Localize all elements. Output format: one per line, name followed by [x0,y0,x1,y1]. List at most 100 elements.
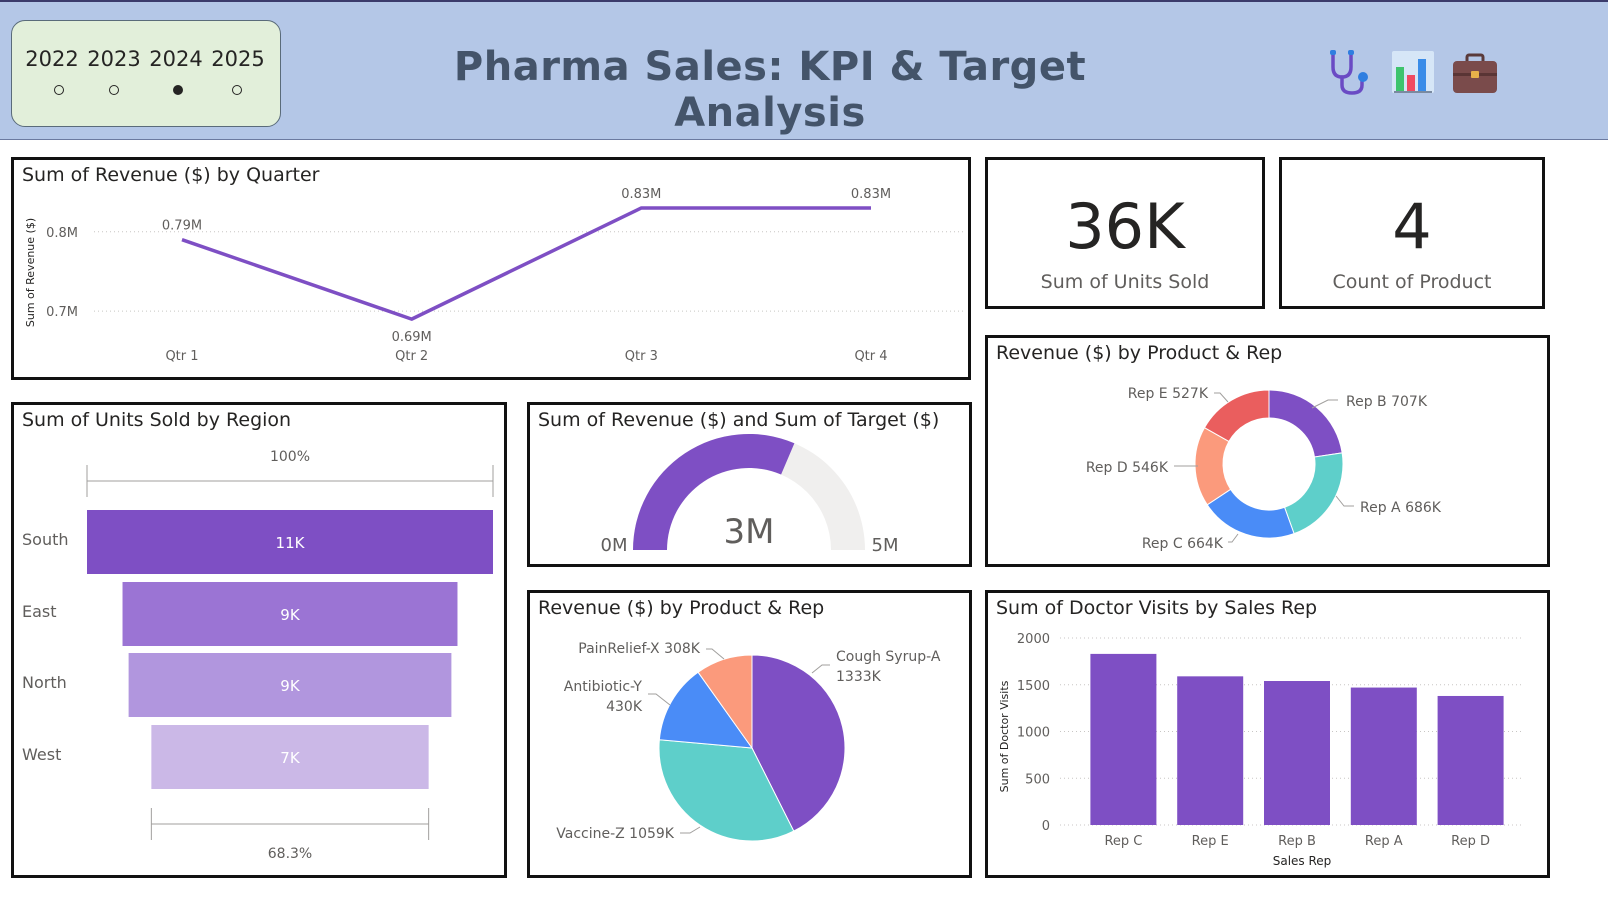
data-label: 7K [280,749,301,767]
bar [1177,676,1244,825]
chart-title: Revenue ($) by Product & Rep [538,597,825,619]
x-tick-label: Qtr 3 [625,349,658,364]
slice-label: PainRelief-X 308K [578,641,701,657]
slice-label: Rep C 664K [1142,536,1224,552]
year-option-label: 2023 [87,47,141,71]
category-label: East [22,602,57,621]
y-tick-label: 0 [1042,819,1050,834]
leader-line [706,648,725,660]
data-label: 9K [280,677,301,695]
year-radio-2022[interactable] [54,85,64,95]
x-tick-label: Rep A [1365,834,1403,849]
units-by-region-chart: 100% 11K South 9K East 9K North 7K West 68.3% [22,449,494,862]
slice-label: Antibiotic-Y [564,679,643,695]
y-tick-label: 1000 [1017,726,1050,741]
y-tick-label: 1500 [1017,679,1050,694]
x-tick-label: Qtr 4 [854,349,887,364]
slice-label: Rep A 686K [1360,500,1442,516]
top-percent-label: 100% [270,449,310,465]
pie-slice [751,654,846,832]
revenue-by-quarter-chart: 0.7M 0.8M Sum of Revenue ($) 0.79M Qtr 1 0.69… [24,187,964,364]
leader-line [1311,399,1338,409]
kpi-value: 36K [1065,190,1185,263]
revenue-by-product-panel: Revenue ($) by Product & Rep Cough Syrup… [527,590,972,878]
revenue-line [181,206,871,321]
year-radio-2024[interactable] [173,85,183,95]
category-label: South [22,530,69,549]
kpi-value: 4 [1392,190,1432,263]
units-by-region-panel: Sum of Units Sold by Region 100% 11K South… [11,402,507,878]
chart-title: Revenue ($) by Product & Rep [996,342,1283,364]
x-tick-label: Qtr 2 [395,349,428,364]
data-label: 0.83M [621,187,661,202]
pie-slice [658,739,795,842]
slice-label: Rep E 527K [1128,386,1209,402]
slice-label: Cough Syrup-A [836,649,941,665]
y-tick-label: 0.8M [46,226,78,241]
slice-label: 430K [606,699,643,715]
bar [1264,681,1330,825]
data-label: 0.69M [392,330,432,345]
y-tick-label: 2000 [1017,632,1050,647]
year-radio-2025[interactable] [232,85,242,95]
leader-line [1214,392,1229,403]
x-tick-label: Qtr 1 [165,349,198,364]
gauge-max-label: 5M [872,535,899,556]
kpi-label: Count of Product [1332,271,1492,293]
year-option-label: 2024 [149,47,203,71]
chart-title: Sum of Revenue ($) and Sum of Target ($) [538,409,940,431]
gauge-min-label: 0M [601,535,628,556]
data-label: 11K [276,534,306,552]
year-option-label: 2025 [211,47,265,71]
bar [1350,687,1417,825]
bar [1090,653,1157,825]
revenue-vs-target-gauge: 3M 0M 5M [601,434,899,556]
leader-line [648,693,671,706]
y-axis-title: Sum of Doctor Visits [998,680,1011,792]
funnel-bar [87,510,493,574]
category-label: West [22,745,61,764]
pie-slice [658,671,754,749]
year-option-label: 2022 [25,47,79,71]
y-axis-title: Sum of Revenue ($) [24,218,37,327]
data-label: 0.83M [851,187,891,202]
leader-line [811,664,830,674]
x-tick-label: Rep E [1192,834,1229,849]
year-radio-2023[interactable] [109,85,119,95]
revenue-vs-target-panel: Sum of Revenue ($) and Sum of Target ($)… [527,402,972,567]
funnel-bar [151,725,429,789]
bottom-percent-label: 68.3% [268,846,312,862]
bar-chart-icon [1392,51,1434,93]
gauge-value: 3M [724,512,775,552]
revenue-by-product-pie: Cough Syrup-A 1333K Vaccine-Z 1059K Antibio… [556,641,941,842]
revenue-by-quarter-panel: Sum of Revenue ($) by Quarter 0.7M 0.8M Su… [11,157,971,380]
kpi-label: Sum of Units Sold [1040,271,1210,293]
data-label: 9K [280,606,301,624]
chart-title: Sum of Doctor Visits by Sales Rep [996,597,1318,619]
data-label: 0.79M [162,219,202,234]
x-tick-label: Rep C [1104,834,1142,849]
leader-line [1228,533,1239,543]
doctor-visits-chart: 0 500 1000 1500 2000 Sum of Doctor Visits Rep … [998,632,1524,868]
chart-title: Sum of Revenue ($) by Quarter [22,164,320,186]
report-header: 2022 2023 2024 2025 Pharma Sales: KPI & … [0,0,1608,140]
y-tick-label: 500 [1025,772,1050,787]
bar [1437,695,1504,825]
y-tick-label: 0.7M [46,305,78,320]
revenue-by-rep-panel: Revenue ($) by Product & Rep Rep B 707K R… [985,335,1550,567]
gauge-fill [633,434,795,550]
pie-slice [697,654,753,750]
units-sold-card: 36K Sum of Units Sold [985,157,1265,309]
product-count-card: 4 Count of Product [1279,157,1545,309]
leader-line [1335,495,1354,507]
x-tick-label: Rep D [1451,834,1490,849]
x-tick-label: Rep B [1278,834,1316,849]
donut-slice [1283,452,1344,535]
revenue-by-rep-donut: Rep B 707K Rep A 686K Rep C 664K Rep D 546K… [1086,386,1442,552]
x-axis-title: Sales Rep [1273,854,1332,868]
slice-label: Rep B 707K [1346,394,1428,410]
stethoscope-icon [1330,50,1368,95]
leader-line [680,826,701,834]
chart-title: Sum of Units Sold by Region [22,409,292,431]
funnel-bar [122,582,458,646]
